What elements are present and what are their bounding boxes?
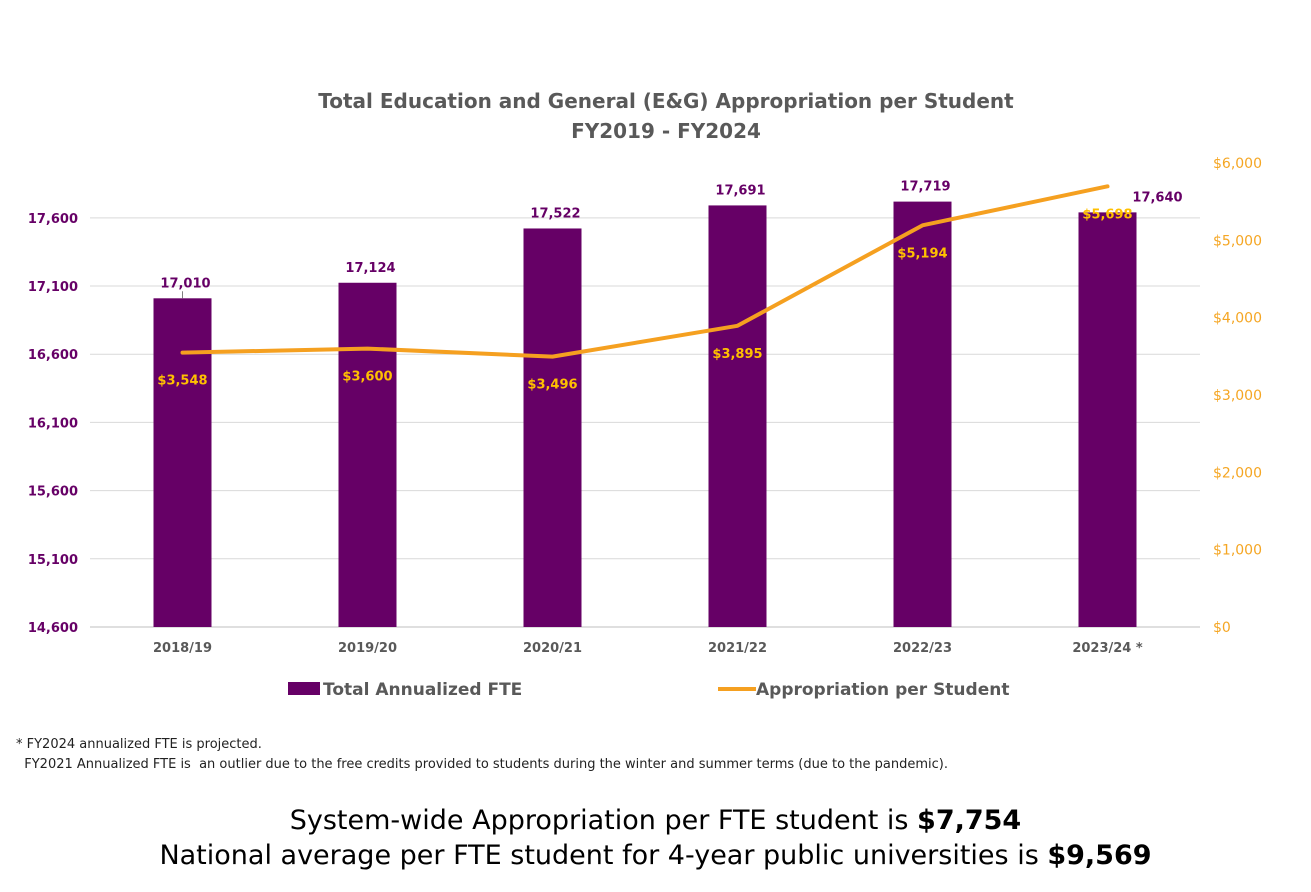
fte-bar-label: 17,719 — [900, 180, 950, 195]
fte-bar — [153, 298, 212, 627]
gridlines — [90, 217, 1200, 628]
left-axis-tick-label: 15,100 — [28, 553, 78, 568]
fte-bar — [338, 282, 397, 627]
left-axis-tick-label: 15,600 — [28, 485, 78, 500]
summary-national-average: National average per FTE student for 4-y… — [0, 840, 1311, 871]
fte-bar — [523, 228, 582, 627]
appropriation-data-label: $3,496 — [527, 378, 577, 393]
footnote-projection: * FY2024 annualized FTE is projected. — [16, 737, 262, 752]
right-axis-tick-label: $6,000 — [1213, 156, 1262, 172]
x-axis-tick-label: 2023/24 * — [1072, 641, 1143, 656]
right-axis-tick-label: $4,000 — [1213, 311, 1262, 327]
fte-bar-label: 17,640 — [1132, 190, 1182, 205]
fte-bar-label: 17,124 — [345, 261, 395, 276]
footnote-outlier: FY2021 Annualized FTE is an outlier due … — [16, 757, 948, 772]
appropriation-series-line — [180, 184, 1110, 359]
left-axis-tick-label: 16,600 — [28, 348, 78, 363]
chart: Total Education and General (E&G) Approp… — [28, 89, 1262, 700]
fte-bar — [1078, 212, 1137, 627]
left-axis-tick-label: 14,600 — [28, 621, 78, 636]
x-axis-tick-label: 2022/23 — [893, 641, 952, 656]
right-axis-tick-label: $1,000 — [1213, 543, 1262, 559]
chart-subtitle: FY2019 - FY2024 — [571, 119, 761, 143]
left-axis-tick-label: 17,100 — [28, 280, 78, 295]
legend-swatch-fte — [288, 682, 320, 695]
right-axis-tick-label: $3,000 — [1213, 388, 1262, 404]
data-labels: 17,010 17,124 17,522 17,691 17,719 17,640 $3,5… — [157, 180, 1182, 393]
summary-national-average-value: $9,569 — [1047, 840, 1152, 871]
appropriation-data-label: $3,895 — [712, 347, 762, 362]
fte-bar — [708, 205, 767, 628]
x-axis-tick-label: 2019/20 — [338, 641, 397, 656]
appropriation-data-label: $3,600 — [342, 370, 392, 385]
chart-title: Total Education and General (E&G) Approp… — [318, 89, 1014, 113]
appropriation-data-label: $5,194 — [897, 246, 947, 261]
fte-bar — [893, 201, 952, 627]
legend: Total Annualized FTE Appropriation per S… — [288, 680, 1009, 700]
fte-bar-label: 17,691 — [715, 183, 765, 198]
right-axis-tick-label: $2,000 — [1213, 465, 1262, 481]
legend-label-fte: Total Annualized FTE — [323, 680, 522, 700]
summary-system-wide-text: System-wide Appropriation per FTE studen… — [289, 805, 918, 836]
x-axis-tick-label: 2020/21 — [523, 641, 582, 656]
left-axis-tick-label: 16,100 — [28, 416, 78, 431]
bars — [153, 201, 1137, 628]
left-axis-tick-label: 17,600 — [28, 212, 78, 227]
axes: 14,600 15,100 15,600 16,100 16,600 17,100 17,6… — [28, 156, 1262, 656]
appropriation-line — [180, 184, 1110, 359]
fte-bar-label: 17,010 — [160, 276, 210, 291]
summary-system-wide-value: $7,754 — [917, 805, 1022, 836]
fte-bar-label: 17,522 — [530, 206, 580, 221]
appropriation-data-label: $3,548 — [157, 374, 207, 389]
right-axis-tick-label: $5,000 — [1213, 233, 1262, 249]
summary-national-average-text: National average per FTE student for 4-y… — [159, 840, 1048, 871]
right-axis-tick-label: $0 — [1213, 620, 1231, 636]
appropriation-data-label: $5,698 — [1082, 207, 1132, 222]
summary-system-wide: System-wide Appropriation per FTE studen… — [0, 805, 1311, 836]
legend-label-appropriation: Appropriation per Student — [756, 680, 1009, 700]
x-axis-tick-label: 2018/19 — [153, 641, 212, 656]
x-axis-tick-label: 2021/22 — [708, 641, 767, 656]
